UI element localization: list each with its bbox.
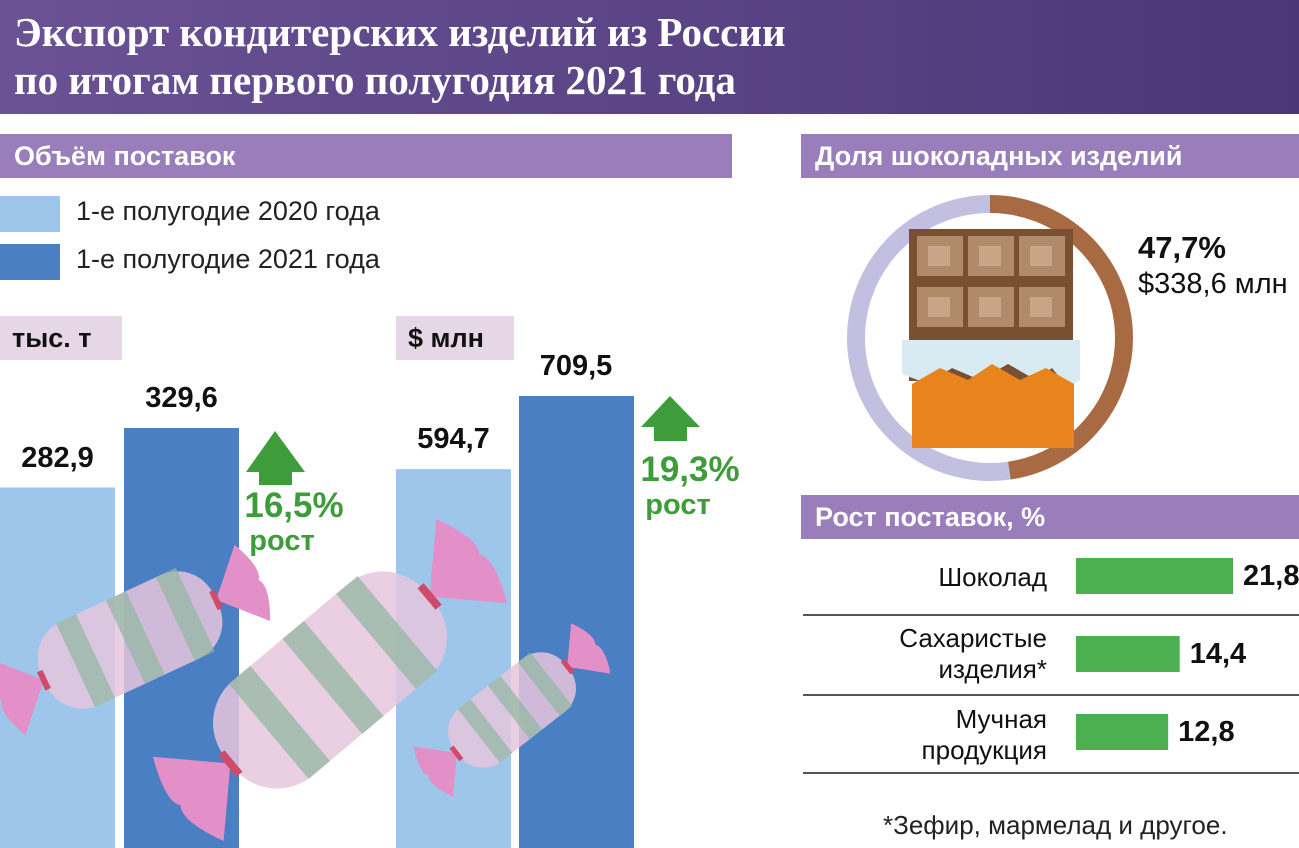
bar-value-label: 709,5 — [539, 350, 613, 382]
growth-arrow-up-icon — [246, 431, 305, 485]
share-section-title: Доля шоколадных изделий — [801, 134, 1299, 178]
chocolate-share-percent: 47,7% — [1138, 230, 1226, 265]
candy-icon — [152, 518, 508, 842]
bar-value-label: 594,7 — [417, 423, 490, 456]
unit-chip-usd: $ млн — [396, 316, 514, 360]
footnote: *Зефир, мармелад и другое. — [883, 810, 1228, 840]
title-line-2: по итогам первого полугодия 2021 года — [14, 57, 736, 103]
hbar-value-label: 14,4 — [1189, 638, 1247, 670]
volume-bar-charts — [0, 396, 700, 848]
pie-slice — [847, 195, 1011, 481]
growth-section-title: Рост поставок, % — [801, 495, 1299, 539]
growth-arrow-up-icon — [641, 396, 700, 441]
candy-icon — [0, 544, 271, 736]
volume-section-title: Объём поставок — [0, 134, 732, 178]
growth-hbar-chart — [1076, 558, 1233, 750]
hbar-value-label: 12,8 — [1178, 716, 1235, 748]
hbar — [1076, 714, 1169, 750]
category-label: Мучная продукция — [921, 704, 1047, 765]
bar — [519, 396, 634, 848]
row-divider — [803, 614, 1299, 616]
unit-chip-tons: тыс. т — [0, 316, 122, 360]
candy-icon — [413, 623, 611, 797]
legend-swatch-2020 — [0, 196, 60, 232]
growth-percent: 19,3% — [640, 450, 740, 489]
chocolate-share-donut — [847, 195, 1133, 481]
chocolate-bar-icon — [902, 229, 1080, 448]
growth-percent: 16,5% — [244, 486, 344, 525]
pie-slice — [989, 195, 1133, 480]
legend-label-2020: 1-е полугодие 2020 года — [76, 196, 380, 226]
category-label: Шоколад — [938, 562, 1047, 592]
bar-value-label: 329,6 — [145, 382, 218, 414]
growth-word: рост — [645, 489, 711, 521]
legend-swatch-2021 — [0, 244, 60, 280]
category-label: Сахаристые изделия* — [899, 623, 1047, 684]
hbar — [1076, 558, 1233, 594]
row-divider — [803, 694, 1299, 696]
hbar-value-label: 21,8 — [1243, 560, 1299, 592]
legend-label-2021: 1-е полугодие 2021 года — [76, 244, 380, 274]
growth-word: рост — [249, 525, 315, 557]
row-divider — [803, 772, 1299, 774]
hbar — [1076, 636, 1180, 672]
title-line-1: Экспорт кондитерских изделий из России — [14, 9, 786, 55]
header-banner: Экспорт кондитерских изделий из России п… — [0, 0, 1299, 114]
bar-value-label: 282,9 — [21, 441, 94, 474]
chocolate-share-amount: $338,6 млн — [1138, 268, 1288, 300]
